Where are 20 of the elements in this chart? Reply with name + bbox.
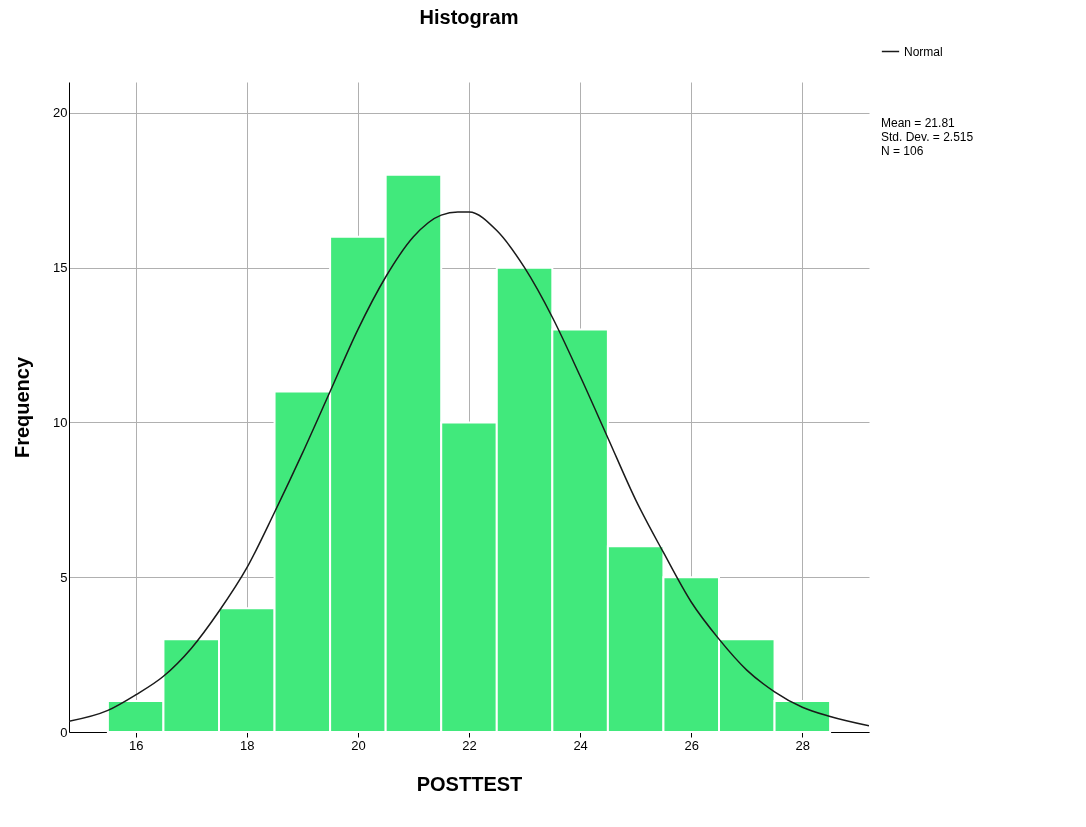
y-tick-label: 5 xyxy=(60,569,68,585)
text: N = 106 xyxy=(881,144,924,158)
y-axis-title: Frequency xyxy=(11,356,34,459)
text: Std. Dev. = 2.515 xyxy=(881,130,974,144)
x-tick-label: 22 xyxy=(462,737,477,753)
legend-label: Normal xyxy=(904,44,943,59)
y-tick-label: 10 xyxy=(53,414,68,430)
x-tick-label: 18 xyxy=(240,737,255,753)
x-tick-label: 24 xyxy=(573,737,588,753)
x-tick-label: 28 xyxy=(795,737,811,753)
x-tick-label: 26 xyxy=(684,737,699,753)
text: Mean = 21.81 xyxy=(881,116,956,130)
line-series xyxy=(69,211,869,727)
y-tick-label: 20 xyxy=(53,105,68,121)
y-tick-label: 15 xyxy=(53,260,68,276)
x-tick-label: 20 xyxy=(351,737,366,753)
y-tick-label: 0 xyxy=(60,724,68,740)
x-tick-label: 16 xyxy=(128,737,144,753)
x-axis-title: POSTTEST xyxy=(416,772,523,795)
chart-title: Histogram xyxy=(419,6,519,28)
